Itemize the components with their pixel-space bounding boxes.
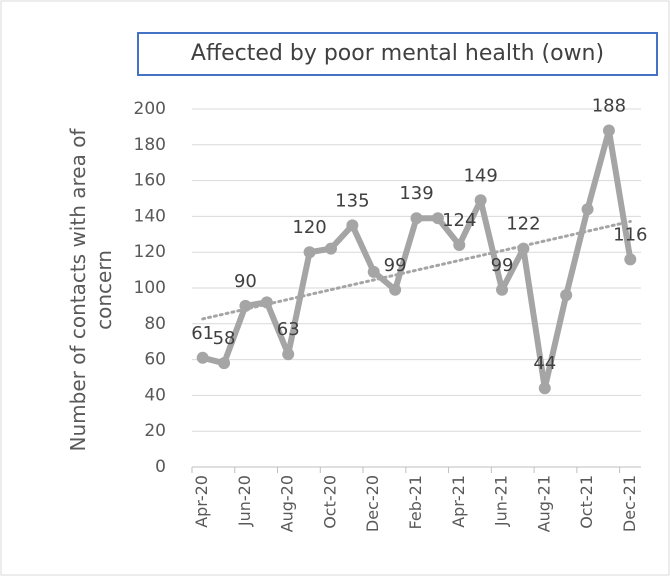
x-tick-label: Dec-20 — [363, 475, 382, 532]
x-tick-label: Jun-21 — [492, 475, 511, 527]
x-tick-label: Feb-21 — [406, 475, 425, 529]
marker — [389, 283, 402, 296]
data-label: 124 — [442, 210, 476, 231]
data-label: 149 — [463, 165, 497, 186]
x-tick-label: Aug-21 — [534, 475, 553, 532]
x-tick-label: Apr-20 — [192, 475, 211, 528]
y-tick-label: 0 — [155, 457, 166, 477]
y-tick-label: 180 — [134, 135, 166, 155]
data-label: 139 — [399, 183, 433, 204]
data-label: 44 — [533, 353, 556, 374]
data-label: 61 — [191, 323, 214, 344]
data-label: 122 — [506, 214, 540, 235]
data-label: 63 — [277, 319, 300, 340]
marker — [517, 242, 530, 255]
data-label: 58 — [213, 328, 236, 349]
marker — [410, 212, 423, 225]
trendline — [201, 219, 632, 321]
marker — [282, 348, 295, 361]
marker — [624, 253, 637, 266]
y-axis-title: Number of contacts with area of concern — [66, 128, 116, 452]
data-label: 120 — [292, 217, 326, 238]
marker — [324, 242, 337, 255]
x-tick-label: Aug-20 — [278, 475, 297, 532]
marker — [218, 357, 231, 370]
y-tick-label: 160 — [134, 171, 166, 191]
marker — [496, 283, 509, 296]
y-tick-label: 100 — [134, 278, 166, 298]
marker — [560, 289, 573, 302]
y-tick-label: 140 — [134, 206, 166, 226]
data-label: 99 — [491, 255, 514, 276]
marker — [474, 194, 487, 207]
y-tick-label: 200 — [134, 99, 166, 119]
y-tick-label: 40 — [144, 385, 166, 405]
y-tick-label: 60 — [144, 350, 166, 370]
data-label: 135 — [335, 190, 369, 211]
x-tick-label: Oct-20 — [320, 475, 339, 529]
data-label: 99 — [384, 255, 407, 276]
marker — [239, 299, 252, 312]
y-tick-label: 80 — [144, 314, 166, 334]
marker — [367, 265, 380, 278]
x-tick-label: Apr-21 — [449, 475, 468, 528]
marker — [303, 246, 316, 259]
x-tick-label: Oct-21 — [577, 475, 596, 529]
marker — [431, 212, 444, 225]
x-tick-label: Jun-20 — [235, 475, 254, 527]
marker — [602, 124, 615, 137]
marker — [453, 239, 466, 252]
data-label: 116 — [613, 224, 647, 245]
marker — [581, 203, 594, 216]
marker — [538, 382, 551, 395]
marker — [260, 296, 273, 309]
y-tick-label: 20 — [144, 421, 166, 441]
chart-title: Affected by poor mental health (own) — [137, 32, 658, 76]
marker — [196, 351, 209, 364]
x-tick-label: Dec-21 — [620, 475, 639, 532]
marker — [346, 219, 359, 232]
data-label: 90 — [234, 271, 257, 292]
y-tick-label: 120 — [134, 242, 166, 262]
data-label: 188 — [592, 95, 626, 116]
